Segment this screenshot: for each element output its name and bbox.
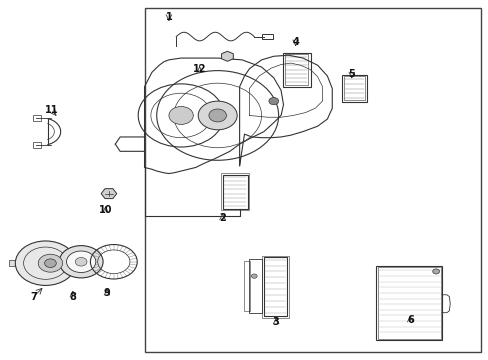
Bar xyxy=(9,260,18,266)
Text: 9: 9 xyxy=(103,288,110,298)
Circle shape xyxy=(251,274,257,278)
Circle shape xyxy=(198,101,237,130)
Text: 4: 4 xyxy=(292,37,299,47)
Bar xyxy=(221,173,249,210)
Circle shape xyxy=(208,109,226,122)
Polygon shape xyxy=(101,189,117,199)
Bar xyxy=(377,267,440,338)
Text: 2: 2 xyxy=(219,213,225,222)
Circle shape xyxy=(66,251,96,273)
Bar xyxy=(249,259,262,314)
Circle shape xyxy=(38,254,62,272)
Bar xyxy=(262,34,272,39)
Bar xyxy=(343,76,365,100)
Bar xyxy=(33,115,41,121)
Bar xyxy=(375,266,441,339)
Circle shape xyxy=(168,107,193,125)
Text: 7: 7 xyxy=(30,292,37,302)
Text: 10: 10 xyxy=(99,206,112,216)
Bar xyxy=(341,75,366,102)
Text: 3: 3 xyxy=(272,317,279,327)
Bar xyxy=(282,53,310,87)
Circle shape xyxy=(15,241,76,285)
Text: 6: 6 xyxy=(406,315,413,325)
Bar xyxy=(144,8,480,352)
Bar xyxy=(262,256,289,318)
Text: 1: 1 xyxy=(165,12,172,22)
Text: 5: 5 xyxy=(347,69,354,79)
Bar xyxy=(244,261,250,311)
Bar xyxy=(222,175,247,209)
Circle shape xyxy=(432,269,439,274)
Text: 12: 12 xyxy=(192,64,206,74)
Circle shape xyxy=(44,259,56,267)
Bar xyxy=(264,257,287,316)
Circle shape xyxy=(75,257,87,266)
Circle shape xyxy=(59,246,103,278)
Bar xyxy=(33,142,41,148)
Text: 8: 8 xyxy=(69,292,76,302)
Polygon shape xyxy=(221,51,233,61)
Text: 11: 11 xyxy=(45,105,59,115)
Circle shape xyxy=(268,98,278,105)
Bar xyxy=(285,54,308,85)
